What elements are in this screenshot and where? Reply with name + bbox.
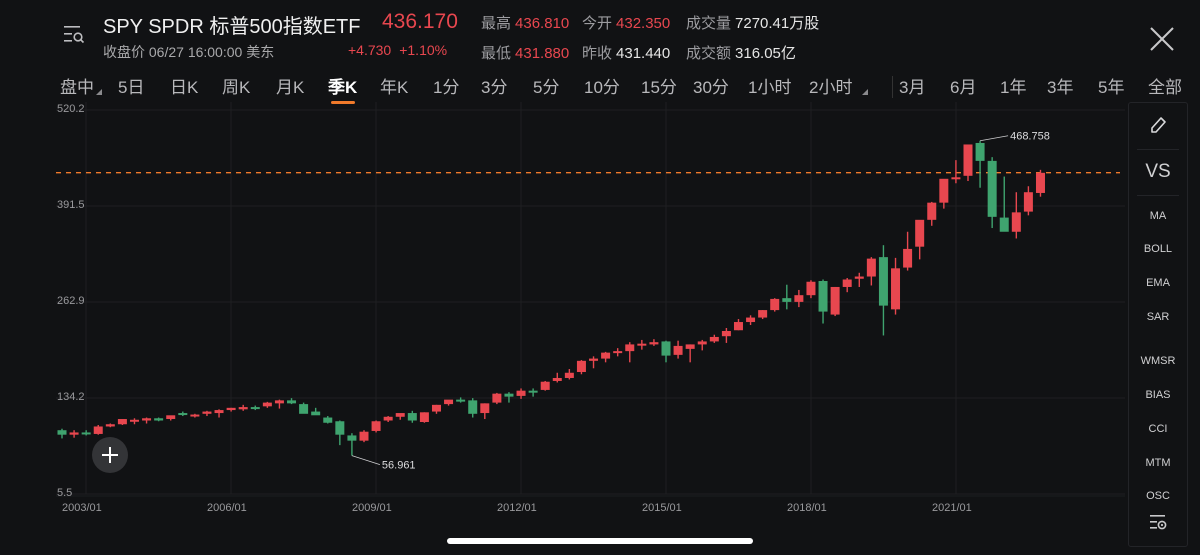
stat-turnover: 成交额 316.05亿 (686, 45, 796, 62)
tab-12[interactable]: 30分 (693, 78, 729, 97)
divider (1137, 149, 1179, 150)
dropdown-caret-icon (862, 89, 868, 95)
tab-11[interactable]: 15分 (641, 78, 677, 97)
close-icon[interactable] (1148, 25, 1176, 53)
tab-9[interactable]: 5分 (533, 78, 560, 97)
tab-17[interactable]: 1年 (1000, 78, 1027, 97)
indicator-cci[interactable]: CCI (1148, 423, 1168, 435)
indicator-settings-icon[interactable] (1147, 511, 1169, 533)
tab-10[interactable]: 10分 (584, 78, 620, 97)
tab-19[interactable]: 5年 (1098, 78, 1125, 97)
x-tick-label: 2015/01 (642, 502, 682, 514)
tab-16[interactable]: 6月 (950, 78, 977, 97)
tab-20[interactable]: 全部 (1148, 78, 1182, 97)
stat-low: 最低 431.880 (481, 45, 570, 62)
tab-6[interactable]: 年K (380, 78, 409, 97)
tab-0[interactable]: 盘中 (60, 73, 102, 98)
indicator-boll[interactable]: BOLL (1143, 243, 1173, 255)
close-time: 收盘价 06/27 16:00:00 美东 (103, 44, 275, 60)
y-tick-label: 262.9 (57, 295, 85, 307)
dropdown-caret-icon (96, 89, 102, 95)
active-tab-indicator (330, 101, 355, 104)
x-tick-label: 2009/01 (352, 502, 392, 514)
svg-text:56.961: 56.961 (382, 460, 416, 472)
change-value: +4.730 (348, 42, 392, 58)
tab-separator (892, 76, 893, 98)
x-tick-label: 2006/01 (207, 502, 247, 514)
y-tick-label: 391.5 (57, 199, 85, 211)
quote-header: SPY SPDR 标普500指数ETF 436.170 收盘价 06/27 16… (0, 0, 1200, 68)
last-price: 436.170 (382, 10, 458, 33)
svg-text:468.758: 468.758 (1010, 131, 1050, 143)
x-tick-label: 2012/01 (497, 502, 537, 514)
home-indicator[interactable] (447, 538, 753, 544)
x-tick-label: 2021/01 (932, 502, 972, 514)
tab-8[interactable]: 3分 (481, 78, 508, 97)
tab-1[interactable]: 5日 (118, 78, 145, 97)
indicator-mtm[interactable]: MTM (1145, 457, 1171, 469)
indicator-ema[interactable]: EMA (1146, 277, 1170, 289)
indicator-ma[interactable]: MA (1149, 210, 1167, 222)
tab-5[interactable]: 季K (328, 73, 357, 104)
stat-volume: 成交量 7270.41万股 (686, 15, 820, 32)
divider (1137, 195, 1179, 196)
change-percent: +1.10% (399, 42, 448, 58)
x-tick-label: 2018/01 (787, 502, 827, 514)
tab-7[interactable]: 1分 (433, 78, 460, 97)
tab-3[interactable]: 周K (222, 78, 251, 97)
tab-14[interactable]: 2小时 (809, 73, 868, 98)
tab-15[interactable]: 3月 (899, 78, 926, 97)
price-change: +4.730 +1.10% (348, 42, 455, 58)
stat-high: 最高 436.810 (481, 15, 570, 32)
y-tick-label: 520.2 (57, 103, 85, 115)
watchlist-search-icon[interactable] (62, 24, 86, 46)
y-tick-label: 5.5 (57, 487, 73, 499)
y-tick-label: 134.2 (57, 391, 85, 403)
indicator-bias[interactable]: BIAS (1145, 389, 1171, 401)
pencil-icon[interactable] (1149, 115, 1167, 135)
security-title: SPY SPDR 标普500指数ETF (103, 16, 361, 38)
x-tick-label: 2003/01 (62, 502, 102, 514)
indicator-sidebar: VS MA BOLL EMA SAR WMSR BIAS CCI MTM OSC (1128, 102, 1188, 547)
tab-18[interactable]: 3年 (1047, 78, 1074, 97)
tab-4[interactable]: 月K (276, 78, 305, 97)
compare-vs-button[interactable]: VS (1145, 161, 1171, 182)
tab-2[interactable]: 日K (170, 78, 199, 97)
period-tabs: 盘中 5日 日K 周K 月K 季K 年K 1分 3分 5分 10分 15分 30分 1小时 2小时 3月 6月 1… (0, 68, 1200, 104)
stat-prev-close: 昨收 431.440 (582, 45, 671, 62)
candlestick-chart[interactable]: 468.758 56.961 (0, 102, 1125, 522)
tab-13[interactable]: 1小时 (748, 78, 792, 97)
indicator-wmsr[interactable]: WMSR (1140, 355, 1176, 367)
crosshair-button[interactable] (92, 437, 128, 473)
plus-icon (102, 447, 118, 463)
indicator-sar[interactable]: SAR (1146, 311, 1170, 323)
indicator-osc[interactable]: OSC (1146, 490, 1170, 502)
stat-open: 今开 432.350 (582, 15, 671, 32)
